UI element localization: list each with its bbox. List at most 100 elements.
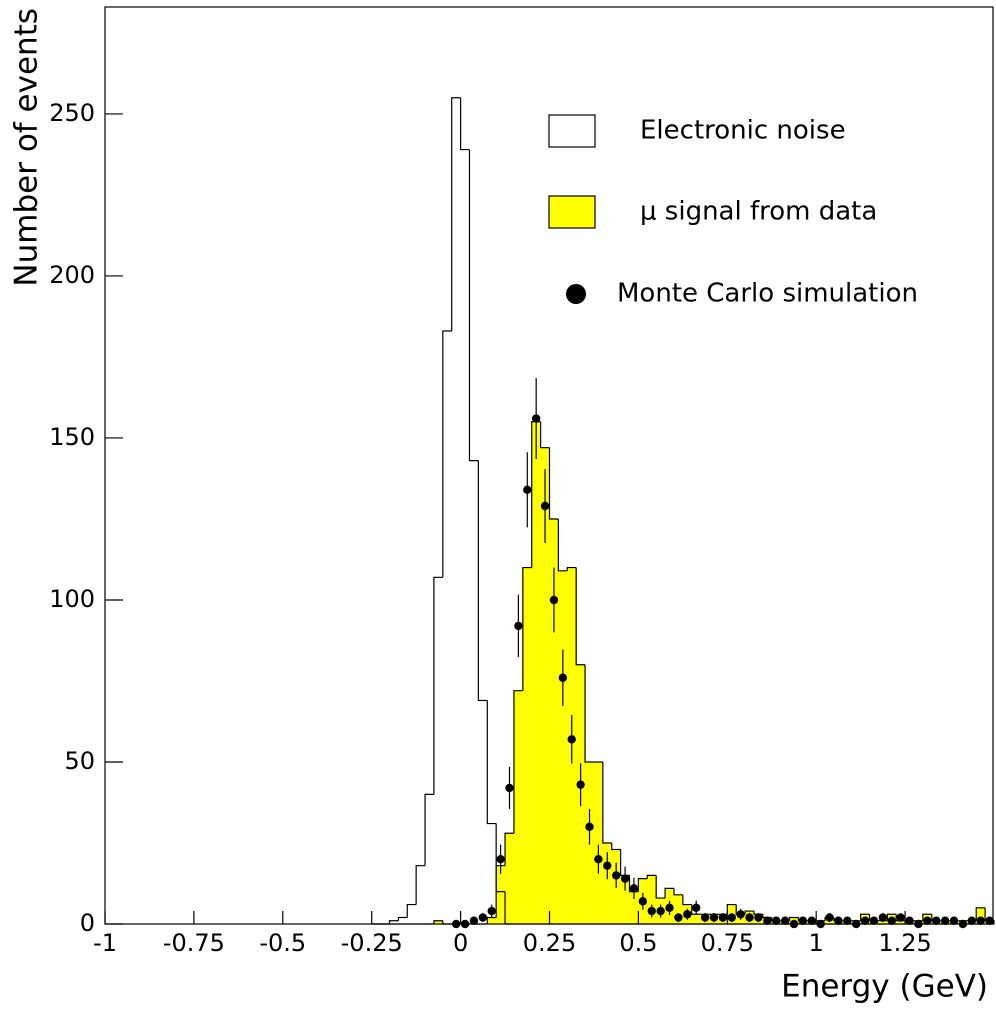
histogram-bar <box>620 875 630 924</box>
data-point <box>887 916 896 925</box>
histogram-outline <box>646 874 657 879</box>
x-tick-label: 0.75 <box>701 929 754 957</box>
data-point <box>585 822 594 831</box>
histogram-outline <box>513 690 523 834</box>
data-point <box>763 916 772 925</box>
histogram-step <box>415 865 426 905</box>
data-point <box>896 913 905 922</box>
data-point <box>700 913 710 922</box>
data-point <box>807 916 816 925</box>
legend-swatch <box>548 114 596 148</box>
histogram-step <box>495 823 506 893</box>
histogram-outline <box>486 916 497 924</box>
histogram-outline <box>584 664 594 763</box>
x-tick-label: 1 <box>809 929 824 957</box>
data-point <box>558 673 568 682</box>
histogram-outline <box>975 907 986 921</box>
data-point <box>469 916 479 925</box>
data-point <box>620 874 630 883</box>
histogram-step <box>397 916 408 921</box>
histogram-bar <box>976 907 986 924</box>
data-point <box>860 916 870 925</box>
histogram-bar <box>487 917 497 924</box>
data-point <box>611 871 621 880</box>
histogram-outline <box>611 842 621 851</box>
data-point <box>638 897 648 906</box>
data-point <box>531 414 541 423</box>
data-point <box>540 501 550 511</box>
histogram-outline <box>655 875 666 899</box>
y-tick-label: 150 <box>49 423 95 451</box>
data-point <box>798 916 808 925</box>
histogram-bar <box>531 421 541 924</box>
histogram-step <box>442 330 452 578</box>
histogram-bar <box>549 518 559 924</box>
data-point <box>567 735 576 744</box>
data-point <box>869 916 879 925</box>
data-point <box>967 916 976 925</box>
histogram-outline <box>504 832 514 866</box>
histogram-bar <box>513 690 523 924</box>
histogram-outline <box>744 910 754 915</box>
histogram-bar <box>896 920 906 924</box>
data-point <box>976 916 985 925</box>
data-point <box>771 916 781 925</box>
data-point <box>478 913 488 922</box>
x-tick-label: -0.25 <box>341 929 403 957</box>
data-point <box>878 913 888 922</box>
data-point <box>834 916 843 925</box>
legend-marker <box>566 284 586 304</box>
histogram-bar <box>673 894 683 924</box>
data-point <box>843 916 852 925</box>
histogram-step <box>477 460 488 702</box>
histogram-bar <box>593 761 603 924</box>
y-tick-label: 0 <box>80 909 95 937</box>
y-tick-label: 200 <box>49 261 95 289</box>
y-tick-label: 50 <box>64 747 95 775</box>
data-point <box>603 861 612 870</box>
histogram-bar <box>433 920 443 924</box>
histogram-outline <box>433 920 443 924</box>
histogram-outline <box>602 761 612 844</box>
data-point <box>665 903 674 912</box>
x-tick-label: 1.25 <box>878 929 931 957</box>
histogram-bar <box>647 875 657 924</box>
data-point <box>656 906 665 916</box>
histogram-outline <box>691 904 701 915</box>
data-point <box>923 916 932 925</box>
histogram-outline <box>522 566 532 691</box>
x-tick-label: -0.75 <box>163 929 225 957</box>
histogram-outline <box>557 518 568 572</box>
histogram-outline <box>860 913 870 921</box>
histogram-bar <box>558 570 568 924</box>
histogram-outline <box>886 913 897 921</box>
data-point <box>940 916 950 925</box>
data-point <box>487 906 496 916</box>
data-point <box>754 913 763 922</box>
data-point <box>727 913 736 922</box>
legend-label: μ signal from data <box>640 197 877 227</box>
data-point <box>905 916 914 925</box>
histogram-step <box>460 97 470 151</box>
data-point <box>549 595 559 605</box>
histogram-bar <box>691 914 701 924</box>
data-point <box>825 913 834 922</box>
data-point <box>985 916 994 925</box>
x-tick-label: 0.5 <box>619 929 657 957</box>
histogram-outline <box>548 447 559 520</box>
data-point <box>514 621 523 631</box>
histogram-outline <box>566 566 577 571</box>
x-axis-title: Energy (GeV) <box>781 969 988 1005</box>
data-point <box>780 916 790 925</box>
data-point <box>505 783 514 793</box>
legend-label: Electronic noise <box>640 116 846 146</box>
data-point <box>736 910 745 919</box>
histogram-step <box>433 576 443 795</box>
histogram-outline <box>788 916 799 921</box>
data-point <box>949 916 959 925</box>
legend-label: Monte Carlo simulation <box>617 279 918 309</box>
histogram-bar <box>878 920 888 924</box>
histogram-bar <box>629 891 639 924</box>
